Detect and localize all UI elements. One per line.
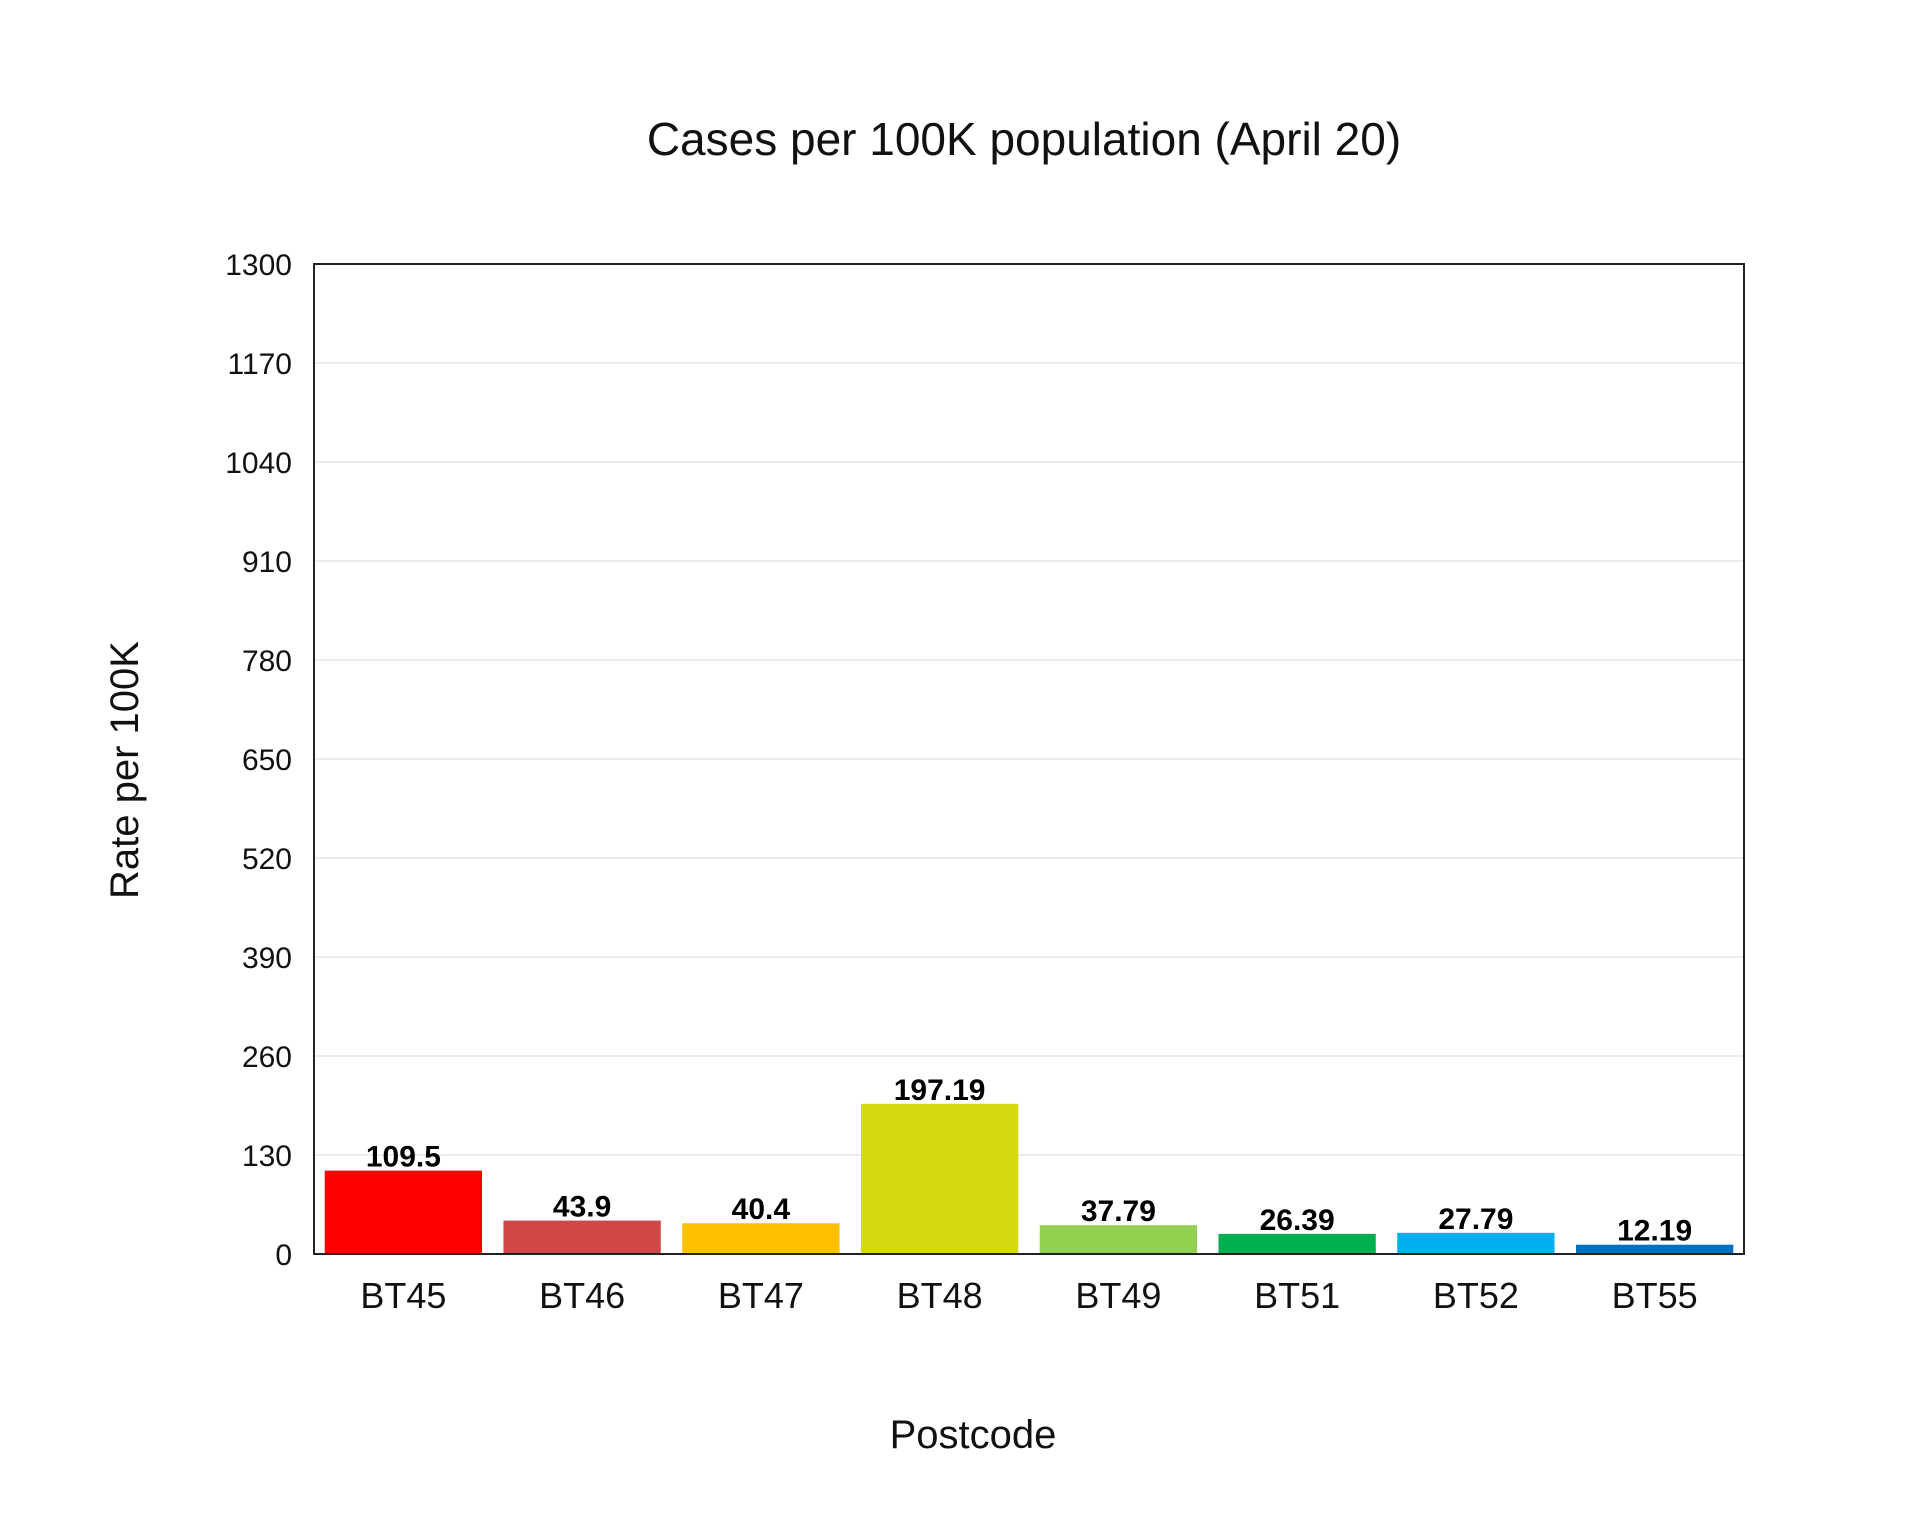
data-label: 109.5	[366, 1141, 441, 1174]
y-tick-label: 1170	[227, 348, 292, 381]
bar-bt52	[1397, 1232, 1555, 1254]
x-tick-label: BT51	[1254, 1275, 1340, 1316]
bar-bt49	[1039, 1225, 1198, 1254]
x-tick-label: BT48	[897, 1275, 983, 1316]
bar-bt47	[682, 1223, 840, 1254]
y-tick-label: 0	[275, 1239, 292, 1272]
bar-bt48	[860, 1103, 1019, 1254]
y-tick-label: 650	[242, 744, 292, 777]
y-tick-label: 390	[242, 942, 292, 975]
x-tick-label: BT52	[1433, 1275, 1519, 1316]
bar-bt55	[1575, 1244, 1734, 1254]
x-axis-ticks: BT45 BT46 BT47 BT48 BT49 BT51 BT52 BT55	[360, 1275, 1697, 1316]
x-tick-label: BT49	[1075, 1275, 1161, 1316]
x-tick-label: BT45	[360, 1275, 446, 1316]
data-label: 43.9	[553, 1191, 611, 1224]
bars	[324, 1103, 1734, 1254]
data-label: 26.39	[1260, 1204, 1335, 1237]
data-label: 197.19	[894, 1074, 986, 1107]
gridlines	[314, 362, 1744, 1156]
y-tick-label: 520	[242, 843, 292, 876]
y-tick-label: 780	[242, 645, 292, 678]
data-label: 12.19	[1617, 1215, 1692, 1248]
data-label: 37.79	[1081, 1195, 1156, 1228]
y-tick-label: 1300	[225, 249, 292, 282]
bar-bt46	[503, 1220, 661, 1254]
y-axis-title: Rate per 100K	[103, 641, 147, 899]
data-label: 40.4	[732, 1193, 791, 1226]
y-axis-ticks: 0 130 260 390 520 650 780 910 1040 1170 1300	[225, 249, 292, 1272]
x-tick-label: BT47	[718, 1275, 804, 1316]
y-tick-label: 910	[242, 546, 292, 579]
y-tick-label: 260	[242, 1041, 292, 1074]
bar-bt45	[324, 1170, 483, 1254]
data-labels: 109.5 43.9 40.4 197.19 37.79 26.39 27.79 12.19	[366, 1074, 1692, 1248]
y-tick-label: 1040	[225, 447, 292, 480]
data-label: 27.79	[1438, 1203, 1513, 1236]
x-axis-title: Postcode	[890, 1413, 1057, 1457]
bar-bt51	[1218, 1233, 1376, 1254]
plot-area-frame	[313, 263, 1745, 1255]
chart-title: Cases per 100K population (April 20)	[647, 113, 1401, 165]
x-tick-label: BT46	[539, 1275, 625, 1316]
y-tick-label: 130	[242, 1140, 292, 1173]
x-tick-label: BT55	[1612, 1275, 1698, 1316]
